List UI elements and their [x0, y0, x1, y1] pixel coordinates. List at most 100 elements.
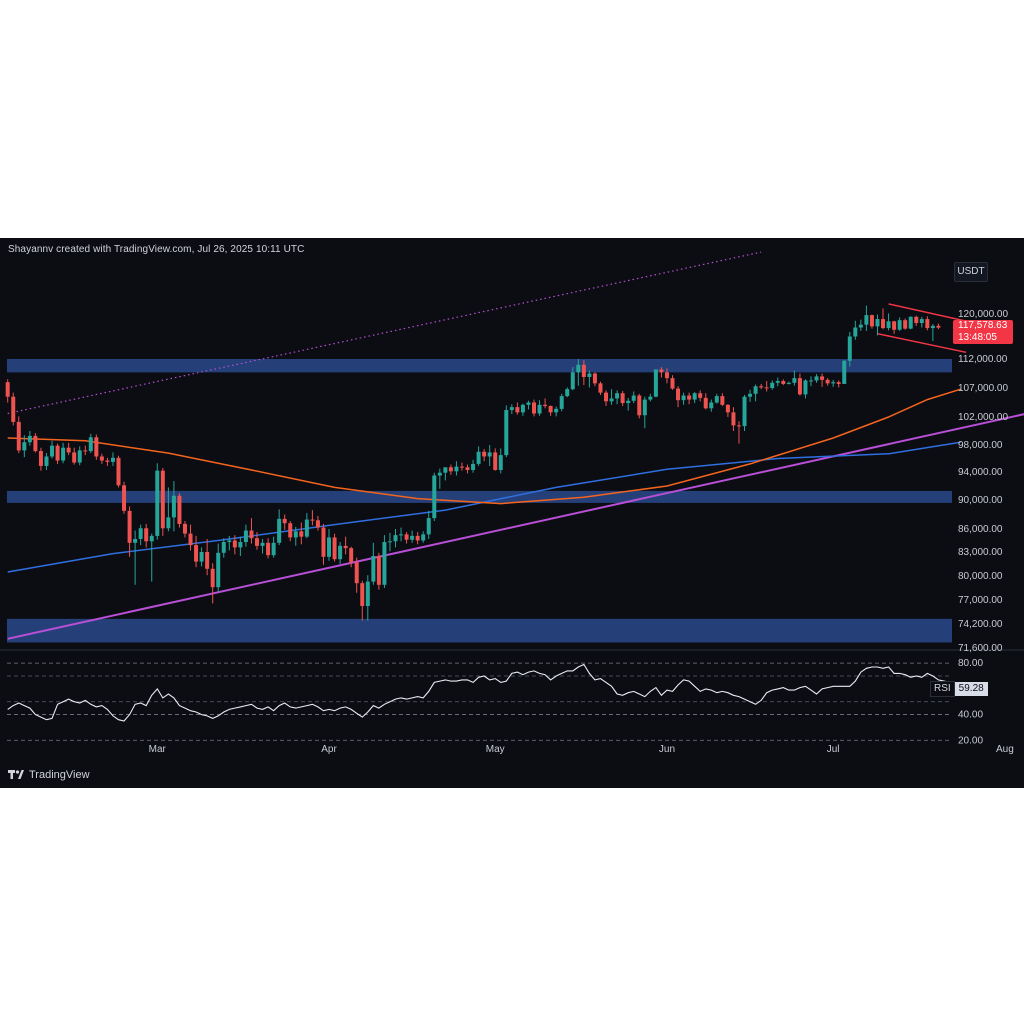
candle: [504, 405, 509, 458]
candle-body: [354, 562, 359, 584]
candle-body: [764, 387, 769, 389]
price-tick-label: 74,200.00: [958, 619, 1003, 630]
last-price-tag: 117,578.63 13:48:05: [953, 320, 1013, 344]
candle: [399, 527, 404, 542]
candle: [22, 435, 27, 458]
candle-body: [930, 325, 935, 329]
candle: [642, 396, 647, 429]
candle: [809, 376, 813, 387]
candle: [99, 453, 104, 464]
candle-body: [515, 407, 520, 413]
candle: [803, 379, 808, 399]
candle-body: [759, 386, 764, 388]
candle-body: [725, 404, 730, 413]
tradingview-footer[interactable]: TradingView: [8, 769, 90, 781]
candle: [282, 514, 287, 530]
candle-body: [155, 470, 160, 536]
candle-body: [5, 382, 10, 397]
candle-body: [864, 315, 869, 325]
candle-body: [382, 542, 387, 585]
candle-body: [692, 393, 697, 400]
candle: [725, 404, 730, 417]
candle-body: [61, 447, 66, 461]
candle: [842, 360, 847, 384]
candle-body: [842, 360, 847, 384]
candle: [493, 448, 498, 471]
currency-selector[interactable]: USDT: [954, 262, 988, 282]
candle: [875, 314, 880, 336]
candle: [664, 368, 669, 384]
candle: [869, 314, 874, 329]
candle-body: [393, 535, 398, 542]
candle-body: [144, 528, 149, 542]
candle: [670, 375, 675, 390]
candle-body: [914, 316, 919, 323]
candle-body: [277, 518, 282, 543]
candle-body: [626, 400, 631, 404]
candle: [487, 445, 492, 466]
candle-body: [432, 475, 437, 519]
candle: [332, 533, 337, 562]
candle-body: [443, 467, 448, 473]
candle-body: [897, 320, 902, 330]
candle-body: [687, 395, 692, 400]
candle-body: [676, 388, 681, 401]
candle-body: [271, 542, 276, 556]
candle: [393, 529, 398, 548]
candle: [565, 387, 570, 398]
rsi-tick-label: 40.00: [958, 710, 983, 721]
candle: [836, 380, 841, 388]
candle: [653, 369, 658, 398]
candle: [205, 538, 210, 576]
candle: [759, 383, 764, 390]
candle-body: [770, 382, 775, 388]
time-tick-label: Aug: [996, 744, 1014, 755]
candle: [194, 535, 199, 568]
candle-body: [199, 552, 204, 562]
candle: [698, 390, 703, 402]
candle: [122, 481, 127, 514]
tradingview-logo-icon: [8, 770, 24, 779]
candle-body: [814, 376, 819, 381]
candle-body: [33, 435, 38, 452]
candle: [847, 332, 852, 367]
candle-body: [332, 537, 337, 560]
price-tick-label: 120,000.00: [958, 309, 1008, 320]
candle: [537, 400, 542, 416]
candle: [327, 529, 332, 561]
candle-body: [886, 321, 891, 329]
candle-body: [55, 445, 60, 461]
time-axis: Mar Apr May Jun Jul Aug: [149, 744, 1014, 755]
candle-body: [482, 451, 487, 457]
candle-body: [526, 402, 531, 405]
rsi-tick-label: 80.00: [958, 658, 983, 669]
candle-body: [182, 523, 187, 534]
candle: [5, 379, 10, 403]
candle: [814, 374, 819, 383]
candle-body: [659, 369, 664, 373]
candle: [421, 531, 426, 543]
candle-body: [327, 537, 332, 557]
candle-body: [227, 540, 232, 543]
candle-body: [903, 320, 908, 329]
candle: [382, 535, 387, 588]
candle-body: [520, 404, 525, 413]
candle: [321, 523, 326, 565]
candle-body: [166, 517, 171, 529]
candle: [50, 440, 55, 459]
candle: [72, 447, 77, 465]
candle-body: [360, 583, 365, 606]
flag-lower-line: [877, 332, 967, 354]
candle-body: [642, 399, 647, 416]
candle: [216, 543, 221, 592]
price-tick-label: 102,000.00: [958, 412, 1008, 423]
candle: [637, 393, 642, 419]
candle: [509, 404, 514, 415]
last-price-value: 117,578.63: [958, 320, 1008, 331]
chart-canvas[interactable]: 80.00 40.00 20.00 120,000.00 112,000.00 107,…: [0, 238, 1024, 788]
candle: [482, 449, 487, 462]
candle: [825, 378, 830, 386]
candle-body: [44, 456, 49, 466]
candle-body: [476, 451, 481, 464]
candle: [266, 538, 271, 559]
